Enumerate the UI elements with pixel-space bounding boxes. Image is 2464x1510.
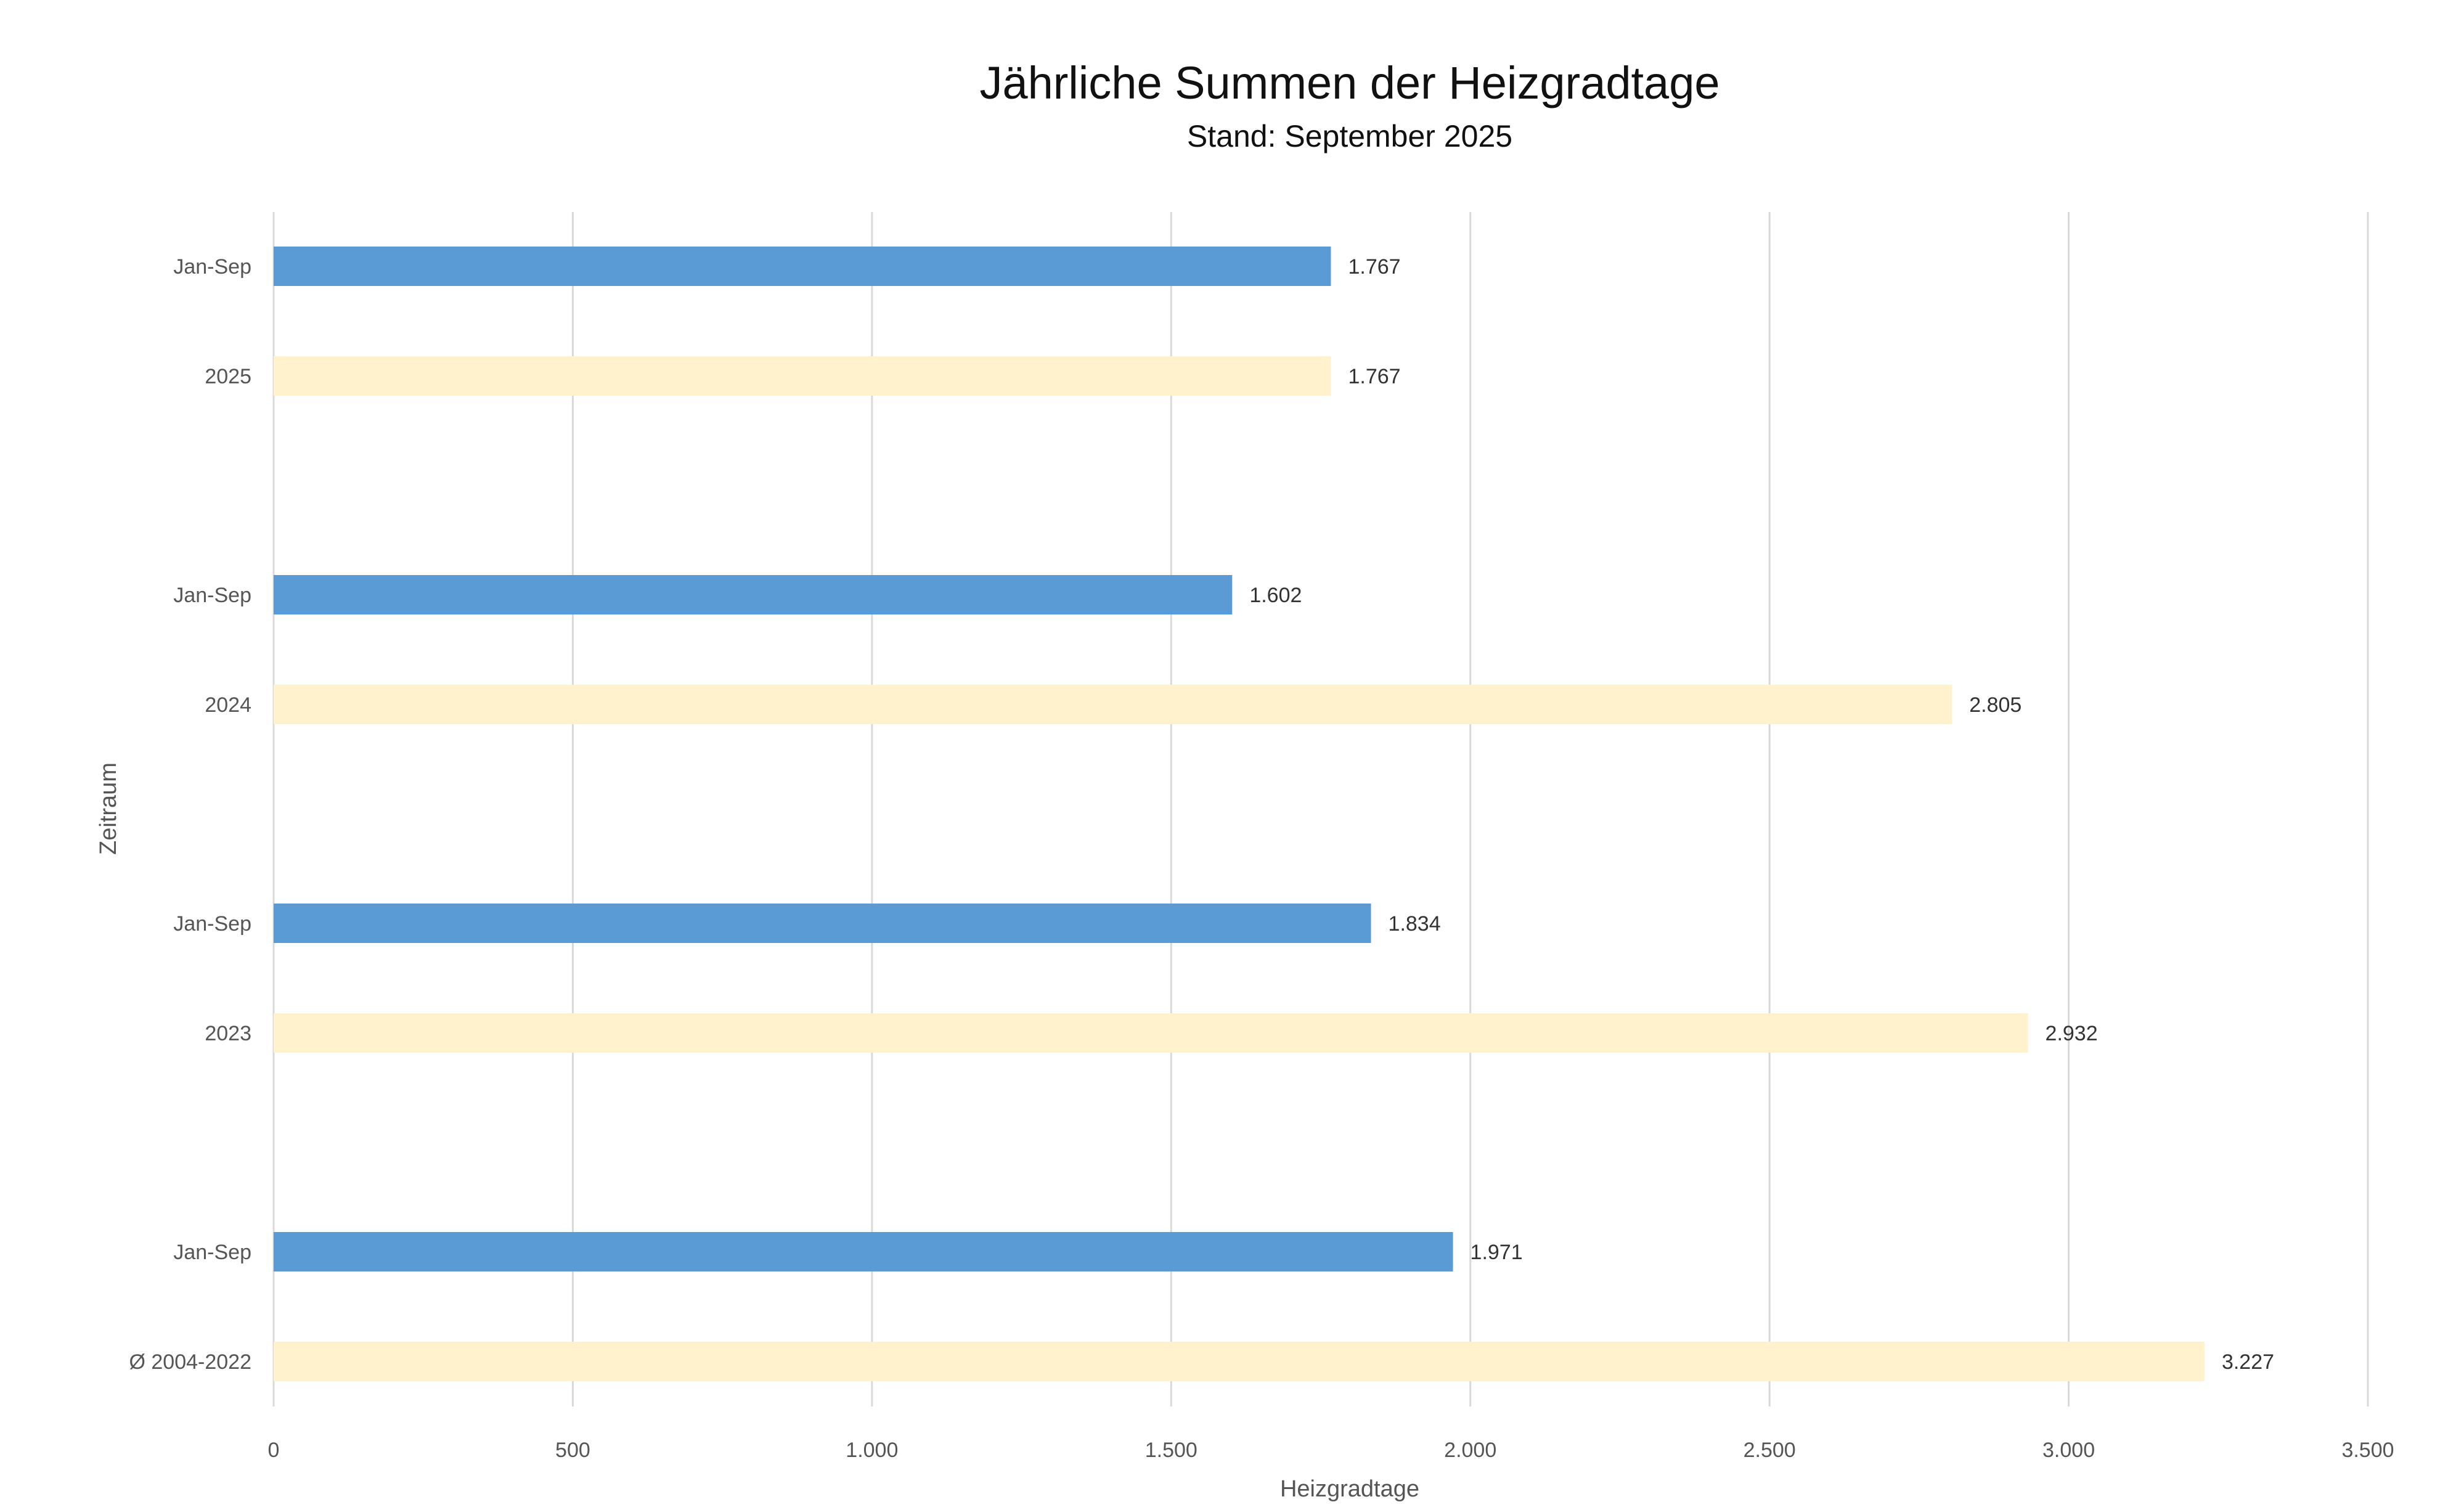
- bar-3: [274, 685, 1952, 724]
- x-axis-ticks: 0 500 1.000 1.500 2.000 2.500 3.000 3.500: [268, 1439, 2394, 1462]
- bar-6: [274, 1232, 1453, 1271]
- y-tick-label-0: Jan-Sep: [173, 255, 251, 279]
- bar-1: [274, 356, 1331, 396]
- x-tick-label-2500: 2.500: [1744, 1439, 1796, 1462]
- data-label-7: 3.227: [2222, 1350, 2274, 1374]
- x-tick-label-3000: 3.000: [2042, 1439, 2095, 1462]
- y-tick-label-4: Jan-Sep: [173, 912, 251, 936]
- chart-title: Jährliche Summen der Heizgradtage: [979, 57, 1719, 108]
- data-label-0: 1.767: [1348, 255, 1401, 279]
- y-axis-ticks: Jan-Sep 2025 Jan-Sep 2024 Jan-Sep 2023 Jan-Sep…: [129, 255, 252, 1374]
- data-label-2: 1.602: [1249, 584, 1302, 607]
- grid-lines: [272, 212, 2369, 1406]
- x-tick-label-1000: 1.000: [846, 1439, 898, 1462]
- bar-4: [274, 904, 1371, 943]
- y-axis-label: Zeitraum: [96, 762, 121, 855]
- x-tick-label-3500: 3.500: [2341, 1439, 2394, 1462]
- data-labels: 1.767 1.767 1.602 2.805 1.834 2.932 1.971 3.227: [1249, 255, 2274, 1374]
- bars: [274, 247, 2205, 1381]
- y-tick-label-2: Jan-Sep: [173, 584, 251, 607]
- data-label-1: 1.767: [1348, 365, 1401, 388]
- data-label-3: 2.805: [1969, 693, 2021, 717]
- y-tick-label-5: 2023: [205, 1022, 251, 1045]
- x-tick-label-1500: 1.500: [1145, 1439, 1197, 1462]
- bar-7: [274, 1342, 2205, 1381]
- x-axis-label: Heizgradtage: [1280, 1476, 1419, 1502]
- data-label-4: 1.834: [1389, 912, 1441, 936]
- chart-subtitle: Stand: September 2025: [1187, 119, 1512, 153]
- y-tick-label-7: Ø 2004-2022: [129, 1350, 252, 1374]
- x-tick-label-500: 500: [555, 1439, 590, 1462]
- data-label-5: 2.932: [2046, 1022, 2098, 1045]
- y-tick-label-1: 2025: [205, 365, 251, 388]
- y-tick-label-6: Jan-Sep: [173, 1241, 251, 1264]
- bar-5: [274, 1013, 2028, 1053]
- bar-2: [274, 575, 1233, 614]
- bar-0: [274, 247, 1331, 286]
- x-tick-label-0: 0: [268, 1439, 280, 1462]
- x-tick-label-2000: 2.000: [1444, 1439, 1496, 1462]
- data-label-6: 1.971: [1471, 1241, 1523, 1264]
- y-tick-label-3: 2024: [205, 693, 251, 717]
